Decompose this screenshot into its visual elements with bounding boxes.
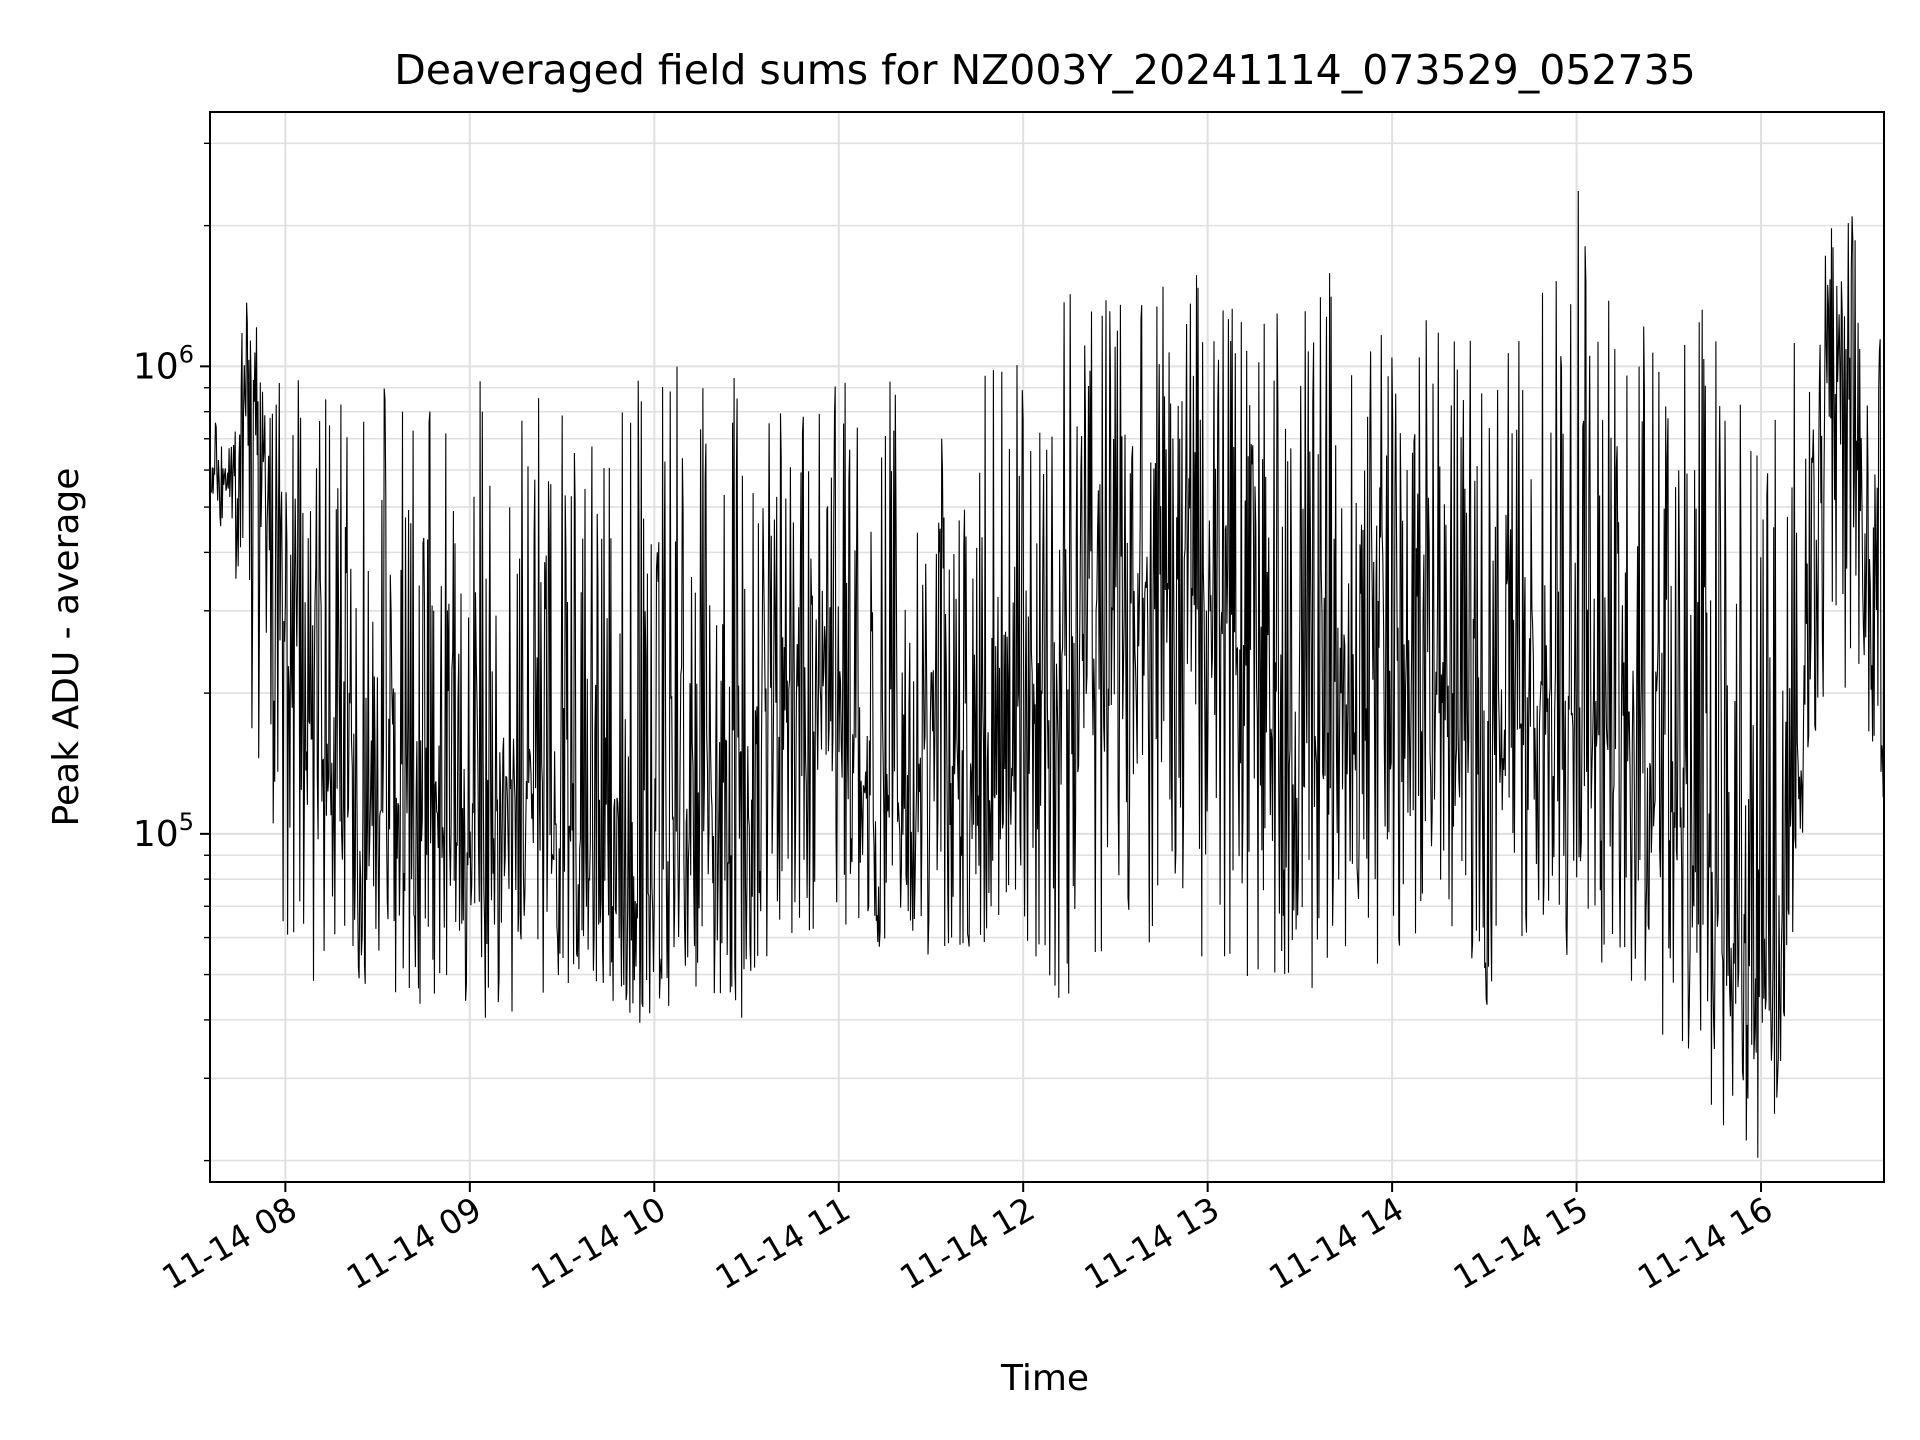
y-axis-label: Peak ADU - average [46,468,87,827]
x-axis-label: Time [1000,1358,1089,1399]
y-tick-label: 106 [133,340,194,387]
y-tick-exponent: 6 [179,340,194,368]
y-tick-base: 10 [133,814,179,855]
plot-area-frame [209,111,1885,1183]
chart-title: Deaveraged field sums for NZ003Y_2024111… [394,46,1696,94]
y-tick-label: 105 [133,808,194,855]
y-tick-base: 10 [133,346,179,387]
y-tick-exponent: 5 [179,808,194,836]
series-line [211,190,1885,1158]
data-layer [211,190,1885,1158]
